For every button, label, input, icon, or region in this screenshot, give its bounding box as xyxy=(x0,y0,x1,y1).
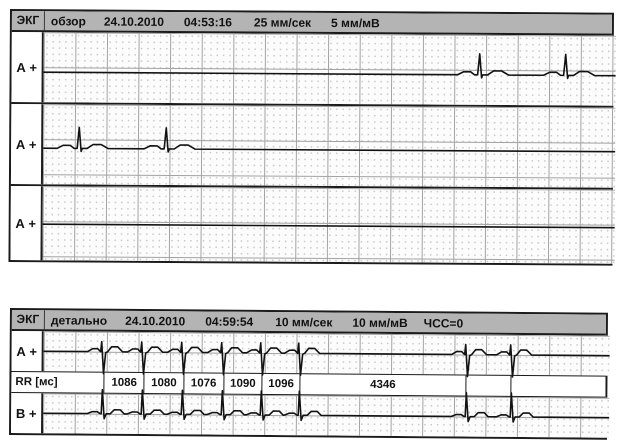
ecg-grid xyxy=(43,331,610,378)
rr-value-cell: 1080 xyxy=(143,373,184,394)
lead-label: А + xyxy=(10,104,44,185)
rr-value-cell: 4346 xyxy=(299,374,466,396)
trace-row-overview-2: А + xyxy=(10,102,616,188)
overview-gain: 5 мм/мВ xyxy=(331,15,380,30)
trace-row-detail-a: А + xyxy=(11,331,610,378)
overview-time: 04:53:16 xyxy=(183,14,232,29)
trace-row-detail-b: В + xyxy=(11,388,610,438)
ecg-grid xyxy=(43,388,610,438)
ecg-detail-panel: ЭКГ детально 24.10.2010 04:59:54 10 мм/с… xyxy=(9,308,610,440)
rr-value-cell: 1076 xyxy=(183,373,224,394)
lead-label: В + xyxy=(11,393,44,434)
overview-ecg-label: ЭКГ xyxy=(11,11,45,31)
detail-sweep-speed: 10 мм/сек xyxy=(275,314,333,330)
overview-date: 24.10.2010 xyxy=(103,14,164,29)
rr-value-cell: 1096 xyxy=(261,373,300,395)
trace-row-overview-3: А + xyxy=(10,184,615,264)
ecg-waveform xyxy=(43,126,616,153)
rr-label: RR [мс] xyxy=(15,376,58,389)
detail-gain: 10 мм/мВ xyxy=(352,315,408,330)
detail-ecg-label: ЭКГ xyxy=(11,310,45,330)
lead-label: А + xyxy=(11,32,44,103)
overview-sweep-speed: 25 мм/сек xyxy=(253,14,312,30)
lead-label: А + xyxy=(10,186,43,261)
detail-mode-label: детально xyxy=(50,312,108,328)
overview-mode-label: обзор xyxy=(50,13,86,28)
detail-heart-rate: ЧСС=0 xyxy=(423,315,464,331)
ecg-grid xyxy=(42,104,616,188)
rr-value-cell: 1086 xyxy=(103,372,144,394)
ecg-grid xyxy=(42,186,615,264)
ecg-waveform xyxy=(43,53,616,80)
ecg-overview-panel: ЭКГ обзор 24.10.2010 04:53:16 25 мм/сек … xyxy=(8,9,616,266)
ecg-grid xyxy=(43,32,616,106)
detail-time: 04:59:54 xyxy=(205,314,254,329)
rr-value-cell xyxy=(465,375,511,396)
rr-value-cell: 1090 xyxy=(222,373,262,394)
ecg-waveform xyxy=(43,340,610,378)
ecg-waveform xyxy=(43,388,610,423)
ecg-waveform xyxy=(42,223,615,229)
trace-row-overview-1: А + xyxy=(11,32,616,106)
rr-value-cell xyxy=(509,375,606,397)
detail-date: 24.10.2010 xyxy=(125,313,186,328)
lead-label: А + xyxy=(11,331,44,372)
